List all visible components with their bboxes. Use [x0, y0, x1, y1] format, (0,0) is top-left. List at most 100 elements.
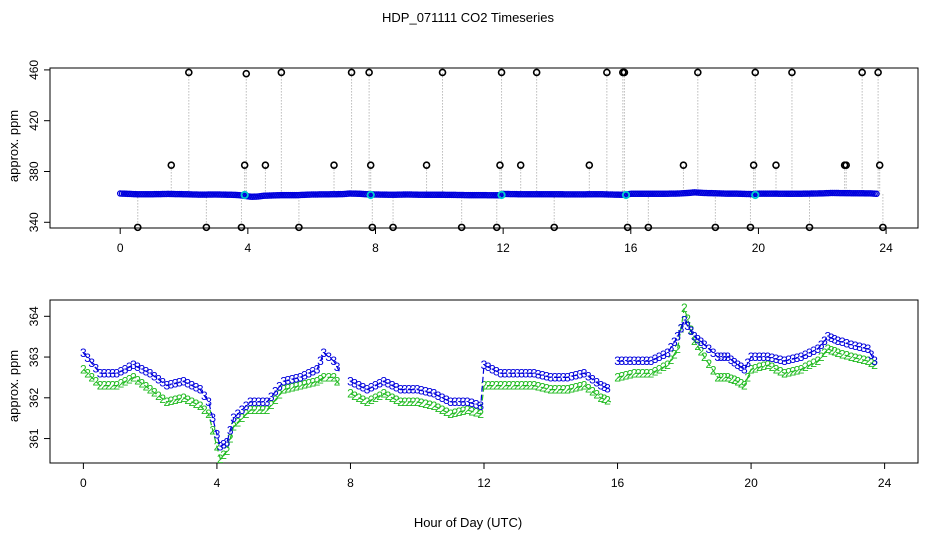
- series-3-glyph: 3: [224, 436, 231, 450]
- series-3-glyph: 3: [664, 346, 671, 360]
- series-3-glyph: 3: [243, 399, 250, 413]
- top-x-tick-label: 8: [372, 241, 379, 255]
- series-2-glyph: 2: [789, 364, 796, 378]
- bottom-panel: 0 4 8 12 16 20 2436136236336422222222222222222…: [27, 299, 919, 490]
- series-3-glyph: 3: [581, 366, 588, 380]
- spike-point: [623, 223, 632, 232]
- series-2-glyph: 2: [831, 345, 838, 359]
- series-2-glyph: 2: [334, 375, 341, 389]
- series-3-glyph: 3: [718, 350, 725, 364]
- series-2: 2222222222222222222222222222222222222222…: [80, 301, 878, 466]
- spike-point: [516, 161, 525, 169]
- series-3-glyph: 3: [255, 395, 262, 409]
- series-2-glyph: 2: [748, 362, 755, 376]
- series-2-glyph: 2: [674, 342, 681, 356]
- series-3-glyph: 3: [317, 354, 324, 368]
- series-2-glyph: 2: [701, 350, 708, 364]
- series-3-glyph: 3: [168, 378, 175, 392]
- series-2-glyph: 2: [564, 383, 571, 397]
- spike-point: [202, 223, 211, 232]
- bottom-x-tick-label: 24: [878, 476, 892, 490]
- series-3-glyph: 3: [556, 370, 563, 384]
- series-2-glyph: 2: [631, 366, 638, 380]
- series-2-glyph: 2: [310, 376, 317, 390]
- series-2-glyph: 2: [285, 382, 292, 396]
- series-2-glyph: 2: [197, 399, 204, 413]
- series-3-glyph: 3: [97, 366, 104, 380]
- series-2-glyph: 2: [734, 375, 741, 389]
- series-3-glyph: 3: [172, 377, 179, 391]
- series-2-glyph: 2: [694, 339, 701, 353]
- series-2-glyph: 2: [547, 383, 554, 397]
- series-2-glyph: 2: [122, 375, 129, 389]
- series-2-glyph: 2: [852, 351, 859, 365]
- series-3-glyph: 3: [623, 354, 630, 368]
- series-2-glyph: 2: [422, 397, 429, 411]
- series-2-glyph: 2: [710, 364, 717, 378]
- series-3-glyph: 3: [865, 342, 872, 356]
- series-2-glyph: 2: [217, 452, 224, 466]
- series-2-glyph: 2: [635, 366, 642, 380]
- top-y-tick-label: 460: [27, 60, 41, 80]
- series-2-glyph: 2: [744, 370, 751, 384]
- bottom-x-tick-label: 8: [347, 476, 354, 490]
- spike-point: [422, 161, 431, 169]
- top-x-tick-label: 0: [117, 241, 124, 255]
- series-3-glyph: 3: [856, 340, 863, 354]
- series-2-glyph: 2: [105, 379, 112, 393]
- series-2-glyph: 2: [276, 388, 283, 402]
- series-2-glyph: 2: [577, 380, 584, 394]
- series-3-glyph: 3: [752, 350, 759, 364]
- series-3-glyph: 3: [372, 379, 379, 393]
- series-2-glyph: 2: [785, 365, 792, 379]
- series-2-glyph: 2: [224, 444, 231, 458]
- series-3-glyph: 3: [180, 375, 187, 389]
- series-2-glyph: 2: [531, 379, 538, 393]
- series-3-glyph: 3: [635, 354, 642, 368]
- series-2-glyph: 2: [143, 380, 150, 394]
- series-2-glyph: 2: [865, 354, 872, 368]
- spike-point: [347, 68, 356, 77]
- series-2-glyph: 2: [671, 347, 678, 361]
- spike-point: [133, 223, 142, 232]
- series-3-glyph: 3: [785, 353, 792, 367]
- series-3-glyph: 3: [601, 380, 608, 394]
- series-3-glyph: 3: [760, 350, 767, 364]
- series-2-glyph: 2: [251, 403, 258, 417]
- spike-point: [772, 161, 780, 169]
- series-2-glyph: 2: [364, 395, 371, 409]
- series-2-glyph: 2: [385, 389, 392, 403]
- series-2-glyph: 2: [843, 349, 850, 363]
- series-2-glyph: 2: [481, 379, 488, 393]
- series-3-glyph: 3: [130, 358, 137, 372]
- series-3-glyph: 3: [227, 423, 234, 437]
- series-2-glyph: 2: [643, 366, 650, 380]
- series-2-glyph: 2: [818, 350, 825, 364]
- series-2-glyph: 2: [205, 407, 212, 421]
- series-2-glyph: 2: [678, 322, 685, 336]
- series-3-glyph: 3: [802, 348, 809, 362]
- series-3-glyph: 3: [674, 330, 681, 344]
- series-3-glyph: 3: [134, 360, 141, 374]
- series-2-glyph: 2: [623, 368, 630, 382]
- series-2-glyph: 2: [806, 358, 813, 372]
- series-2-glyph: 2: [435, 401, 442, 415]
- series-2-glyph: 2: [527, 379, 534, 393]
- series-2-glyph: 2: [601, 392, 608, 406]
- bottom-y-axis-label: approx. ppm: [6, 350, 21, 422]
- series-2-glyph: 2: [798, 362, 805, 376]
- series-3-glyph: 3: [656, 350, 663, 364]
- series-3-glyph: 3: [728, 353, 735, 367]
- series-3-glyph: 3: [705, 342, 712, 356]
- series-3-glyph: 3: [691, 330, 698, 344]
- series-2-glyph: 2: [477, 407, 484, 421]
- series-3-glyph: 3: [560, 370, 567, 384]
- series-2-glyph: 2: [489, 379, 496, 393]
- series-3-glyph: 3: [376, 377, 383, 391]
- series-3-glyph: 3: [741, 362, 748, 376]
- series-3-glyph: 3: [80, 346, 87, 360]
- series-2-glyph: 2: [255, 403, 262, 417]
- series-2-glyph: 2: [247, 403, 254, 417]
- series-2-glyph: 2: [585, 382, 592, 396]
- series-3-glyph: 3: [468, 396, 475, 410]
